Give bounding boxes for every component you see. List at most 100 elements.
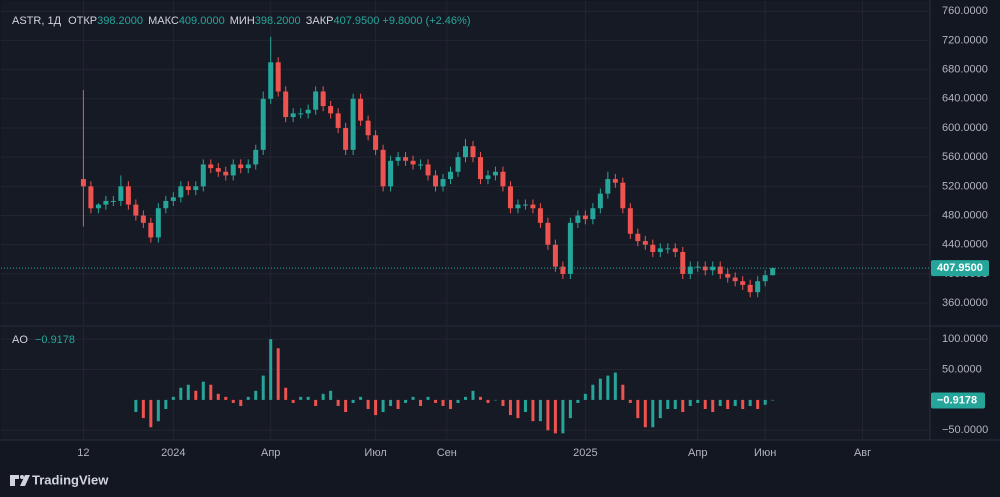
ao-bar [336, 399, 340, 406]
ao-bar [583, 393, 587, 400]
ao-bar [628, 399, 632, 403]
candle-body [298, 113, 304, 115]
legend-close-label: ЗАКР [306, 15, 334, 27]
candle-body [185, 186, 191, 190]
candle-body [410, 160, 416, 165]
brand-text: TradingView [32, 472, 109, 487]
candle-body [537, 208, 543, 223]
ao-bar [149, 399, 153, 428]
candle-body [702, 266, 708, 271]
ao-bar [329, 390, 333, 400]
legend-low: 398.2000 [255, 15, 301, 27]
ao-bar [748, 399, 752, 406]
ao-bar [254, 390, 258, 400]
last-price-label: 407.9500 [937, 262, 983, 274]
ao-bar [441, 399, 445, 406]
ao-bar [464, 396, 467, 400]
candle-body [597, 193, 603, 209]
candle-body [455, 157, 461, 172]
candle-body [680, 252, 686, 274]
candle-body [223, 171, 229, 176]
ao-bar [224, 396, 228, 400]
ao-bar [434, 399, 438, 403]
x-tick-label: 2025 [573, 447, 597, 459]
ao-legend: AO −0.9178 [12, 334, 75, 346]
legend-symbol: ASTR, 1Д [12, 15, 62, 27]
ao-bar [591, 384, 595, 400]
ao-bar [756, 399, 760, 410]
candle-body [552, 244, 558, 267]
ao-bar [314, 399, 318, 406]
candle-body [545, 222, 551, 245]
legend-high-label: МАКС [148, 15, 179, 27]
ao-bar [493, 399, 497, 401]
ao-bar [141, 399, 145, 419]
candle-body [732, 277, 738, 282]
candle-body [425, 164, 431, 176]
candle-body [530, 204, 536, 209]
ao-bar [711, 399, 715, 413]
ao-bar [269, 339, 273, 400]
candle-body [433, 175, 439, 187]
ao-bar [688, 399, 692, 406]
ao-bar [523, 399, 527, 413]
ao-bar [771, 399, 775, 401]
candle-body [463, 146, 468, 158]
candle-body [133, 204, 139, 216]
candle-body [208, 164, 214, 169]
candle-body [328, 106, 334, 114]
ao-bar [209, 384, 213, 400]
candle-body [275, 62, 281, 92]
candle-body [193, 186, 199, 190]
ao-bar [658, 399, 662, 419]
candle-body [770, 268, 776, 276]
candle-body [515, 204, 521, 209]
last-price-box [931, 260, 989, 277]
candle-body [268, 62, 274, 99]
ao-bar [598, 378, 602, 400]
price-pane [1, 1, 930, 325]
ao-bar [231, 399, 235, 403]
ao-pane [1, 327, 930, 440]
ao-bar [651, 399, 655, 428]
ao-bar [374, 399, 378, 416]
candle-body [350, 98, 356, 150]
ao-bar [411, 396, 415, 400]
candle-body [448, 171, 454, 180]
candle-body [440, 179, 446, 187]
marks [1, 36, 930, 434]
ao-bar [531, 399, 535, 422]
candle-body [500, 171, 506, 187]
candle-body [373, 135, 379, 150]
ao-last-label: −0.9178 [937, 394, 977, 406]
ao-bar [201, 381, 205, 400]
candle-body [695, 266, 701, 268]
x-tick-label: Авг [854, 447, 871, 459]
candle-body [582, 215, 588, 220]
candle-body [612, 179, 618, 183]
candle-body [755, 281, 761, 293]
labels: 122024АпрИюлСен2025АпрИюнАвг360.0000400.… [77, 5, 989, 459]
candle-body [620, 182, 626, 209]
candle-body [672, 248, 678, 253]
ao-bar [703, 399, 707, 410]
x-tick-label: Апр [261, 447, 280, 459]
ao-bar [516, 399, 520, 419]
legend-close: 407.9500 [333, 15, 379, 27]
ao-bar [179, 387, 183, 400]
candle-body [590, 208, 596, 220]
logo-dot [20, 475, 24, 479]
ao-name: AO [12, 334, 28, 346]
candle-body [418, 164, 424, 166]
legend-low-label: МИН [230, 15, 255, 27]
candle-body [470, 146, 476, 158]
candle-body [260, 98, 266, 150]
legend-change: +9.8000 (+2.46%) [382, 15, 470, 27]
candle-body [155, 208, 161, 238]
ao-bar [419, 399, 423, 406]
candle-body [403, 157, 409, 161]
candle-body [492, 171, 498, 176]
candle-body [335, 113, 341, 128]
candle-body [687, 266, 693, 274]
